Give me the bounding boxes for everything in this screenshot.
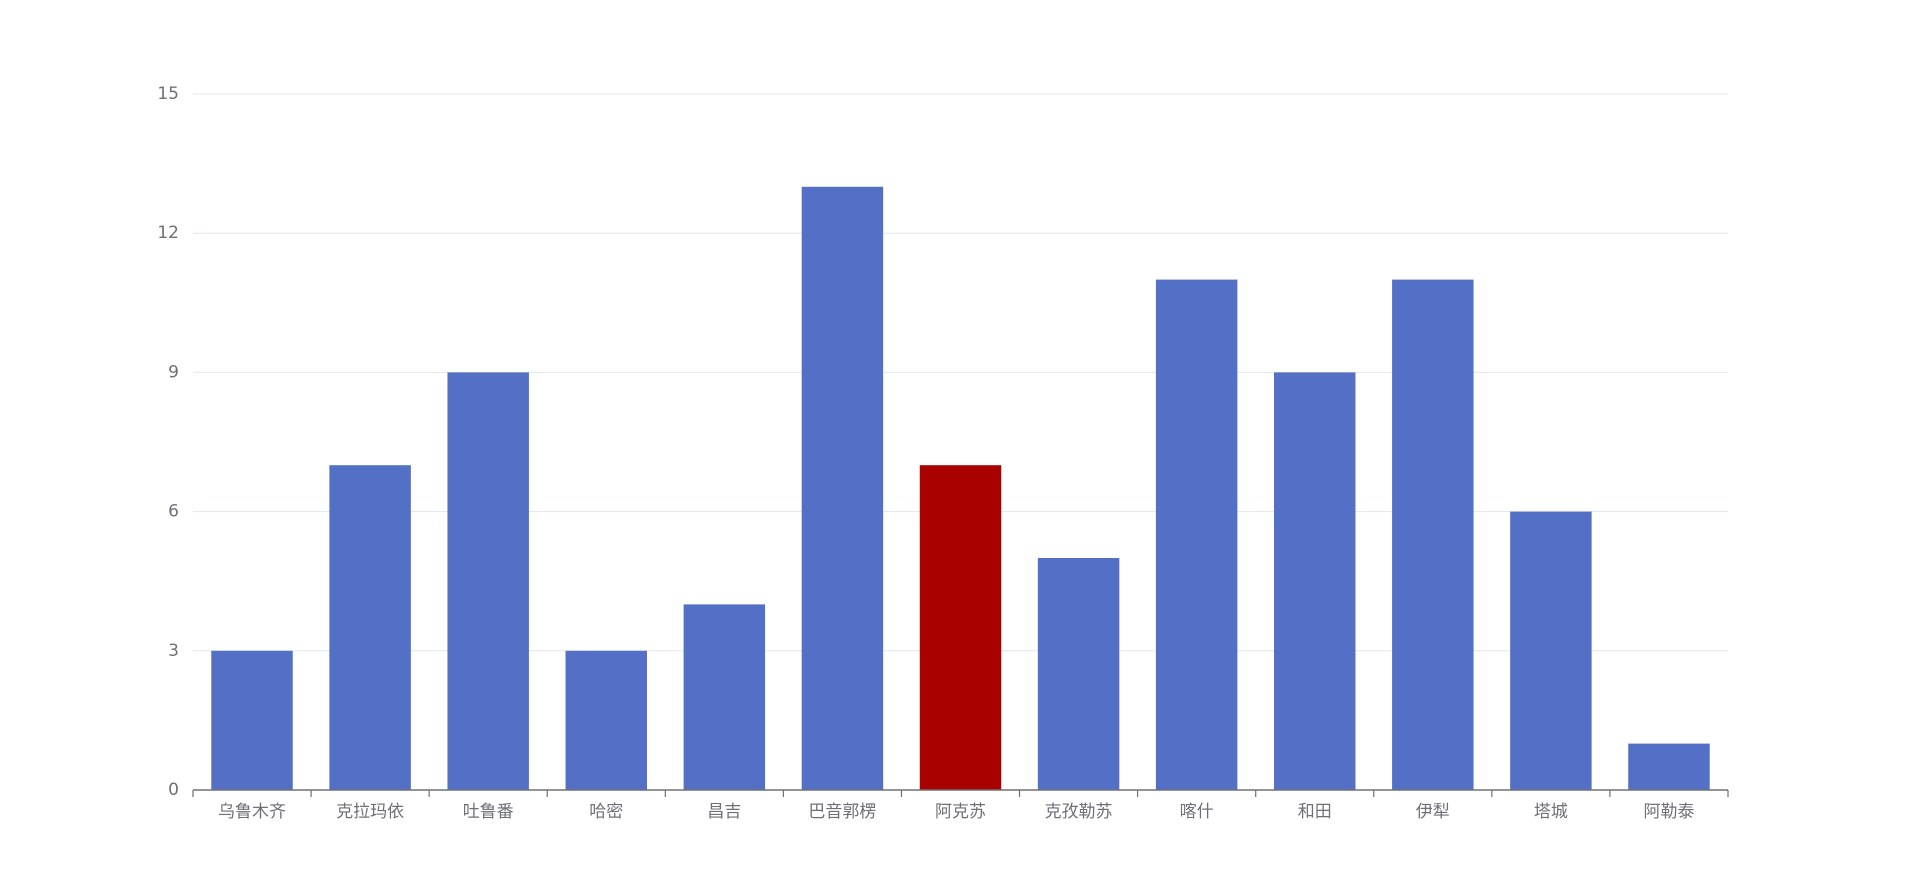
bar bbox=[1273, 372, 1356, 790]
bar bbox=[565, 650, 648, 790]
y-tick-label: 0 bbox=[168, 780, 179, 800]
bar bbox=[329, 465, 411, 790]
x-tick-label: 哈密 bbox=[589, 802, 623, 822]
bar bbox=[1037, 558, 1120, 790]
bar bbox=[1510, 511, 1592, 790]
y-tick-label: 9 bbox=[168, 362, 179, 382]
x-tick-label: 克孜勒苏 bbox=[1045, 802, 1113, 822]
x-tick-label: 巴音郭楞 bbox=[808, 802, 876, 822]
x-tick-label: 喀什 bbox=[1180, 802, 1214, 822]
y-tick-label: 6 bbox=[168, 502, 179, 522]
y-tick-label: 15 bbox=[157, 84, 179, 104]
x-tick-label: 吐鲁番 bbox=[463, 802, 514, 822]
bar bbox=[1155, 279, 1238, 790]
bar bbox=[1392, 279, 1474, 790]
bar bbox=[801, 186, 884, 791]
bar bbox=[447, 372, 529, 790]
bar bbox=[919, 465, 1002, 790]
x-tick-label: 阿克苏 bbox=[935, 802, 986, 822]
x-tick-label: 克拉玛依 bbox=[336, 802, 404, 822]
bar bbox=[1628, 743, 1710, 790]
x-tick-label: 伊犁 bbox=[1416, 802, 1450, 822]
x-tick-label: 和田 bbox=[1298, 802, 1332, 822]
bar bbox=[211, 650, 293, 790]
y-tick-label: 12 bbox=[157, 223, 179, 243]
x-tick-label: 乌鲁木齐 bbox=[218, 802, 286, 822]
bar bbox=[683, 604, 766, 790]
x-tick-label: 昌吉 bbox=[707, 802, 741, 822]
x-tick-label: 塔城 bbox=[1534, 802, 1568, 822]
x-tick-label: 阿勒泰 bbox=[1643, 802, 1694, 822]
y-tick-label: 3 bbox=[168, 641, 179, 661]
